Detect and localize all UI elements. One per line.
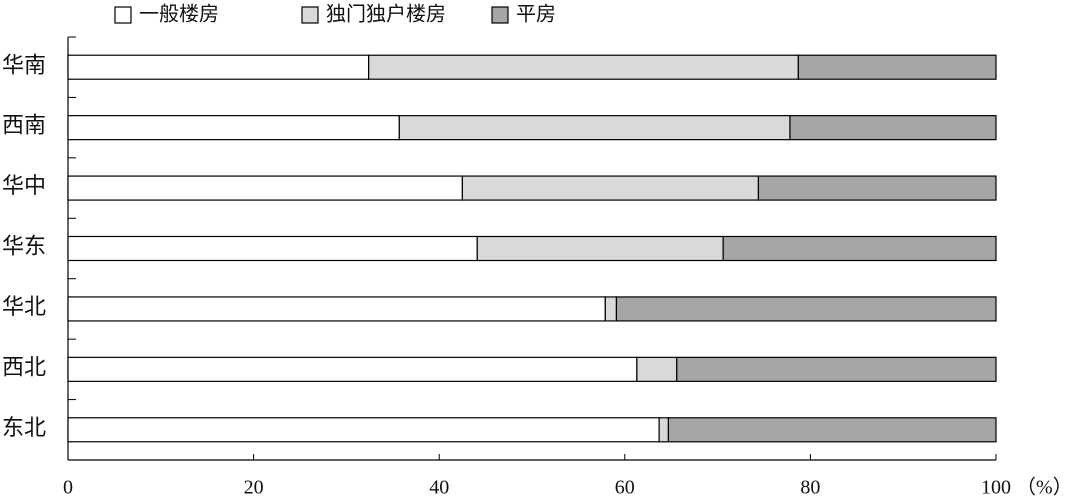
- bar-segment: [676, 356, 997, 382]
- bar-segment: [476, 235, 724, 262]
- bar-segment: [67, 115, 400, 141]
- x-tick-label: 60: [615, 477, 635, 499]
- y-tick-label: 华东: [2, 234, 46, 259]
- x-tick-label: 0: [63, 477, 73, 499]
- y-tick-label: 华中: [2, 173, 46, 198]
- y-tick-label: 华南: [2, 52, 46, 77]
- bar-segment: [636, 356, 678, 382]
- legend-swatch: [114, 6, 132, 24]
- legend-swatch: [301, 6, 319, 24]
- bar-segment: [67, 417, 660, 443]
- bar-segment: [797, 54, 997, 80]
- bar-segment: [67, 235, 478, 262]
- bar-segment: [67, 54, 370, 80]
- bar-segment: [67, 296, 606, 322]
- legend-label: 一般楼房: [139, 3, 219, 26]
- x-axis-label: （%）: [1016, 476, 1073, 499]
- x-tick-label: 40: [429, 477, 449, 499]
- bar-segment: [398, 115, 791, 141]
- x-tick-label: 100: [981, 477, 1011, 499]
- x-tick-label: 80: [800, 477, 820, 499]
- y-tick-label: 西南: [2, 113, 46, 138]
- legend-label: 独门独户楼房: [326, 3, 446, 26]
- bar-segment: [722, 235, 997, 262]
- bar-segment: [615, 296, 997, 322]
- bar-segment: [368, 54, 799, 80]
- bar-segment: [658, 417, 670, 443]
- bar-segment: [789, 115, 997, 141]
- y-tick-label: 东北: [2, 415, 46, 440]
- bar-segment: [67, 356, 638, 382]
- y-tick-label: 西北: [2, 354, 46, 379]
- bar-segment: [67, 175, 463, 201]
- legend-label: 平房: [516, 3, 556, 26]
- bar-segment: [667, 417, 997, 443]
- bar-segment: [604, 296, 618, 322]
- x-tick-label: 20: [244, 477, 264, 499]
- y-tick-label: 华北: [2, 294, 46, 319]
- legend-swatch: [491, 6, 509, 24]
- bar-segment: [757, 175, 997, 201]
- bar-segment: [461, 175, 760, 201]
